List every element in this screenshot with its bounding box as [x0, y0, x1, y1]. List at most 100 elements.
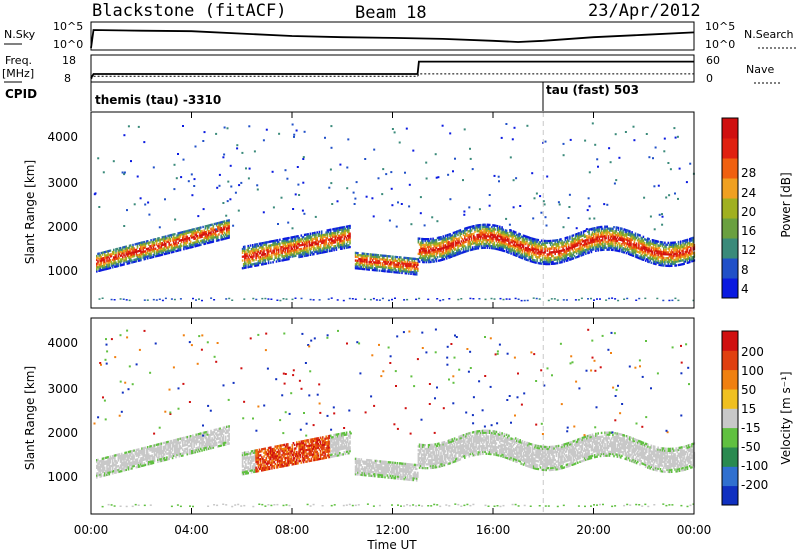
power-pixel	[228, 228, 230, 232]
power-pixel	[255, 262, 257, 265]
power-pixel	[417, 258, 420, 261]
power-pixel	[247, 262, 249, 265]
power-pixel	[456, 238, 458, 241]
power-pixel	[196, 244, 199, 247]
power-pixel	[209, 229, 211, 233]
power-pixel	[144, 255, 147, 259]
power-pixel	[673, 260, 675, 263]
power-pixel	[257, 244, 260, 248]
power-pixel	[346, 240, 349, 243]
power-sparse-point	[431, 216, 434, 219]
power-pixel	[601, 227, 604, 230]
power-pixel	[270, 246, 272, 249]
power-pixel	[222, 220, 225, 223]
power-pixel	[578, 232, 580, 235]
power-pixel	[245, 256, 247, 260]
power-pixel	[464, 244, 466, 248]
velocity-pixel	[105, 460, 107, 463]
power-pixel	[452, 247, 455, 250]
power-pixel	[132, 261, 134, 264]
power-pixel	[670, 259, 673, 262]
power-pixel	[476, 241, 478, 244]
power-pixel	[448, 254, 450, 257]
power-pixel	[249, 265, 252, 268]
power-pixel	[449, 252, 451, 255]
power-pixel	[186, 237, 189, 240]
power-pixel	[408, 262, 410, 266]
power-pixel	[466, 238, 468, 241]
power-pixel	[467, 236, 469, 239]
velocity-pixel	[111, 472, 114, 475]
power-pixel	[285, 241, 288, 244]
power-pixel	[686, 261, 689, 264]
power-pixel	[514, 246, 517, 249]
power-pixel	[386, 256, 389, 260]
power-sparse-point	[355, 181, 358, 184]
power-pixel	[546, 259, 549, 262]
power-pixel	[607, 227, 610, 230]
power-pixel	[667, 260, 670, 264]
power-pixel	[595, 240, 597, 243]
power-pixel	[580, 254, 582, 257]
power-pixel	[425, 253, 428, 256]
power-pixel	[512, 245, 515, 248]
power-pixel	[614, 235, 616, 238]
power-pixel	[422, 237, 424, 241]
power-pixel	[514, 250, 517, 253]
power-pixel	[258, 252, 261, 255]
power-pixel	[142, 243, 144, 246]
power-near-range-point	[128, 299, 131, 302]
power-pixel	[582, 253, 585, 256]
power-pixel	[251, 251, 254, 254]
power-pixel	[470, 242, 473, 246]
power-near-range-point	[375, 299, 378, 301]
power-pixel	[109, 253, 112, 256]
power-pixel	[365, 254, 367, 257]
power-pixel	[559, 261, 561, 264]
power-pixel	[266, 241, 269, 244]
nsky-tick-bottom: 10^0	[53, 38, 83, 51]
power-pixel	[492, 228, 494, 231]
power-pixel	[668, 259, 671, 262]
power-pixel	[366, 262, 368, 265]
power-pixel	[517, 245, 519, 248]
power-pixel	[539, 241, 542, 244]
power-cbar-tick-4: 4	[741, 282, 749, 296]
power-pixel	[315, 237, 317, 240]
power-pixel	[141, 241, 143, 244]
power-pixel	[247, 266, 249, 269]
power-pixel	[643, 245, 646, 249]
power-pixel	[508, 249, 510, 252]
power-pixel	[298, 240, 300, 243]
power-pixel	[415, 271, 418, 274]
velocity-pixel	[120, 456, 123, 459]
power-pixel	[557, 240, 560, 243]
velocity-pixel	[96, 474, 98, 477]
power-pixel	[475, 243, 477, 246]
power-pixel	[467, 241, 469, 245]
power-pixel	[447, 239, 449, 242]
power-pixel	[370, 264, 373, 268]
power-pixel	[523, 250, 526, 253]
power-pixel	[494, 224, 497, 227]
power-pixel	[444, 250, 447, 253]
power-pixel	[315, 250, 317, 253]
power-pixel	[655, 239, 657, 243]
power-pixel	[132, 243, 134, 247]
power-pixel	[331, 232, 333, 235]
power-pixel	[331, 247, 333, 250]
power-pixel	[441, 251, 443, 254]
power-pixel	[311, 239, 314, 243]
power-pixel	[257, 256, 260, 259]
velocity-pixel	[111, 470, 114, 473]
velocity-pixel	[103, 457, 106, 460]
power-pixel	[132, 251, 134, 254]
power-pixel	[275, 256, 278, 259]
power-pixel	[512, 234, 515, 237]
power-pixel	[573, 241, 576, 244]
power-pixel	[504, 231, 507, 234]
power-pixel	[684, 243, 687, 246]
power-pixel	[401, 269, 403, 273]
power-pixel	[335, 248, 338, 251]
velocity-pixel	[96, 464, 98, 468]
